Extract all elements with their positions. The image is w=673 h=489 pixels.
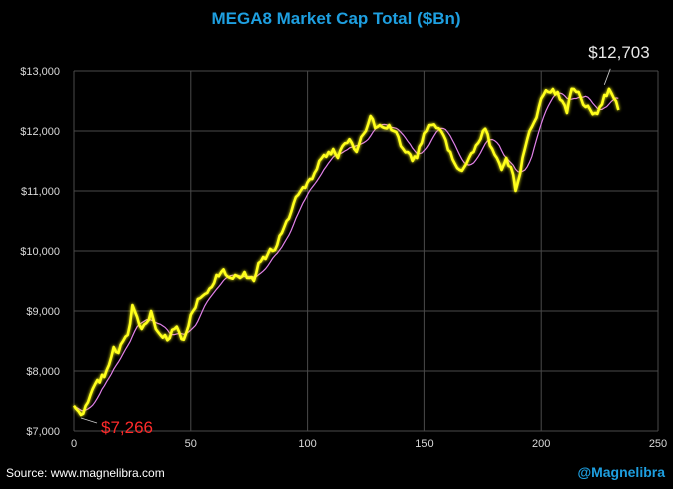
chart-title: MEGA8 Market Cap Total ($Bn) xyxy=(211,9,460,28)
y-tick-label: $10,000 xyxy=(20,246,60,258)
x-tick-label: 100 xyxy=(298,438,316,450)
annotations: $7,266 $12,703 xyxy=(80,43,650,437)
y-tick-label: $9,000 xyxy=(26,306,60,318)
x-tick-label: 50 xyxy=(185,438,197,450)
low-leader-line xyxy=(80,417,98,424)
low-value-label: $7,266 xyxy=(101,418,153,437)
high-leader-line xyxy=(603,68,611,85)
source-label: Source: www.magnelibra.com xyxy=(6,466,165,480)
series-group xyxy=(72,87,620,417)
market-cap-line xyxy=(72,87,620,417)
x-tick-label: 200 xyxy=(532,438,550,450)
y-axis-ticks: $7,000 $8,000 $9,000 $10,000 $11,000 $12,000 $… xyxy=(20,66,60,438)
y-tick-label: $11,000 xyxy=(21,186,60,198)
x-tick-label: 0 xyxy=(71,438,77,450)
y-tick-label: $12,000 xyxy=(20,126,60,138)
x-axis-ticks: 0 50 100 150 200 250 xyxy=(71,438,667,450)
x-tick-label: 250 xyxy=(649,438,667,450)
high-value-label: $12,703 xyxy=(588,43,649,62)
handle-label[interactable]: @Magnelibra xyxy=(577,464,665,480)
y-tick-label: $13,000 xyxy=(20,66,60,78)
moving-average-line xyxy=(73,92,619,412)
y-tick-label: $8,000 xyxy=(26,366,60,378)
y-tick-label: $7,000 xyxy=(26,426,60,438)
x-tick-label: 150 xyxy=(415,438,433,450)
